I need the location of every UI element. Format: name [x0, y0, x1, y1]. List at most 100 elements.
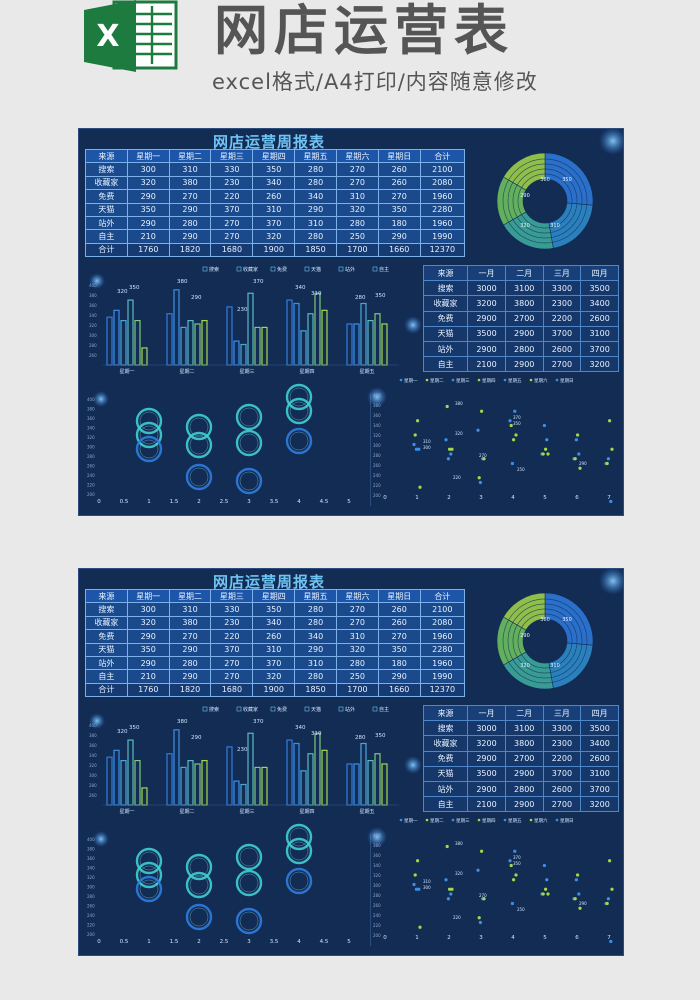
donut-ring-line	[502, 158, 588, 244]
table-row: 站外 2900 2800 2600 3700	[422, 340, 619, 358]
scatter-y-tick-label: 200	[373, 933, 381, 938]
scatter-x-tick-label: 5	[543, 935, 547, 941]
bubble-inner-ring	[189, 467, 209, 487]
scatter-point	[478, 920, 482, 925]
table-cell: 3100	[504, 280, 544, 297]
table-cell: 290	[168, 202, 212, 217]
bubble-y-tick-label: 280	[87, 894, 95, 899]
scatter-point	[577, 892, 581, 896]
scatter-y-tick-label: 220	[373, 923, 381, 928]
bubble-x-tick-label: 1	[147, 939, 151, 945]
scatter-point	[414, 447, 418, 451]
table-header-row: 来源 星期一 星期二 星期三 星期四 星期五 星期六 星期日 合计	[85, 588, 466, 604]
sheet-title: 网店运营周报表	[212, 133, 325, 151]
bubble-y-tick-label: 400	[87, 397, 95, 402]
table-cell: 280	[335, 215, 379, 231]
table-cell: 2280	[419, 202, 466, 217]
bar	[194, 323, 201, 366]
scatter-value-label: 290	[579, 901, 587, 906]
scatter-point	[573, 457, 577, 461]
donut-ring-line	[502, 598, 588, 684]
bubble-inner-ring	[289, 841, 309, 861]
scatter-legend-label: 星期六	[534, 817, 548, 824]
divider	[370, 394, 371, 506]
scatter-point	[416, 859, 420, 863]
bubble	[135, 435, 163, 463]
glow-dot	[89, 713, 105, 729]
bubble	[285, 823, 313, 851]
bar-axis-label: 星期二	[179, 369, 194, 375]
table-cell: 3800	[504, 735, 544, 752]
bubble-y-tick-label: 260	[87, 904, 95, 909]
table-cell: 2600	[542, 780, 582, 798]
bubble-inner-ring	[239, 471, 259, 491]
bar	[120, 759, 127, 806]
bar-axis-label: 星期四	[299, 369, 314, 375]
scatter-legend-dot	[425, 378, 429, 382]
bar	[353, 323, 360, 366]
bubble	[235, 907, 263, 935]
bubble-x-tick-label: 3.5	[270, 499, 279, 505]
legend-label: 天猫	[311, 706, 321, 713]
bubble-inner-ring	[189, 875, 209, 895]
table-cell: 180	[377, 215, 421, 231]
weekly-table: 来源 星期一 星期二 星期三 星期四 星期五 星期六 星期日 合计 搜索 300 310 330 350 2…	[85, 148, 466, 258]
column-header: 星期六	[335, 148, 379, 164]
donut-data-label: 350	[562, 177, 572, 183]
bar	[201, 759, 208, 806]
table-cell: 1990	[419, 669, 466, 684]
scatter-legend-dot	[555, 818, 559, 822]
bar	[113, 749, 120, 806]
column-header: 星期一	[126, 588, 170, 604]
scatter-point	[478, 480, 482, 485]
scatter-point	[449, 892, 453, 896]
table-cell: 收藏家	[422, 295, 469, 312]
bubble-inner-ring	[189, 907, 209, 927]
scatter-legend-label: 星期五	[508, 378, 522, 384]
bar-y-tick-label: 380	[89, 733, 97, 738]
bar-y-tick-label: 280	[89, 343, 97, 348]
bubble-y-tick-label: 260	[87, 464, 95, 469]
scatter-point	[573, 897, 577, 901]
column-header: 星期日	[377, 148, 421, 164]
column-header: 星期二	[168, 588, 212, 604]
scatter-point	[578, 906, 582, 910]
bar-y-tick-label: 360	[89, 303, 97, 308]
scatter-x-tick-label: 2	[447, 495, 451, 501]
table-row: 自主 2100 2900 2700 3200	[422, 356, 619, 373]
scatter-x-tick-label: 6	[575, 935, 579, 941]
donut-ring-line	[517, 613, 573, 669]
excel-icon: X	[84, 0, 178, 72]
scatter-point	[418, 925, 422, 929]
table-cell: 280	[294, 229, 337, 244]
sheet-title: 网店运营周报表	[212, 573, 325, 591]
bubble-y-tick-label: 340	[87, 426, 95, 431]
legend-label: 自主	[379, 706, 389, 713]
donut-ring-line	[517, 173, 573, 229]
bar-axis-label: 星期三	[239, 809, 254, 815]
bar	[134, 319, 141, 366]
column-header: 二月	[504, 704, 544, 722]
scatter-y-tick-label: 400	[373, 833, 381, 838]
column-header: 星期四	[252, 588, 296, 604]
scatter-y-tick-label: 260	[373, 463, 381, 468]
bubble	[135, 861, 163, 889]
table-cell: 免费	[422, 310, 469, 327]
scatter-point	[416, 419, 420, 423]
scatter-point	[417, 887, 421, 891]
scatter-point	[413, 433, 417, 437]
glow-dot	[89, 273, 105, 289]
table-cell: 350	[126, 202, 170, 217]
bubble	[285, 867, 313, 895]
table-cell: 340	[252, 615, 296, 631]
legend-label: 收藏家	[243, 706, 258, 713]
table-cell: 站外	[422, 340, 469, 358]
table-row: 搜索 3000 3100 3300 3500	[422, 280, 619, 297]
table-cell: 310	[335, 629, 379, 644]
scatter-point	[574, 878, 578, 882]
table-cell: 290	[294, 202, 337, 217]
header: X 网店运营表 excel格式/A4打印/内容随意修改	[0, 0, 700, 118]
table-row: 搜索 300 310 330 350 280 270 260 2100	[85, 162, 466, 177]
bar	[173, 289, 180, 366]
scatter-point	[608, 859, 612, 863]
